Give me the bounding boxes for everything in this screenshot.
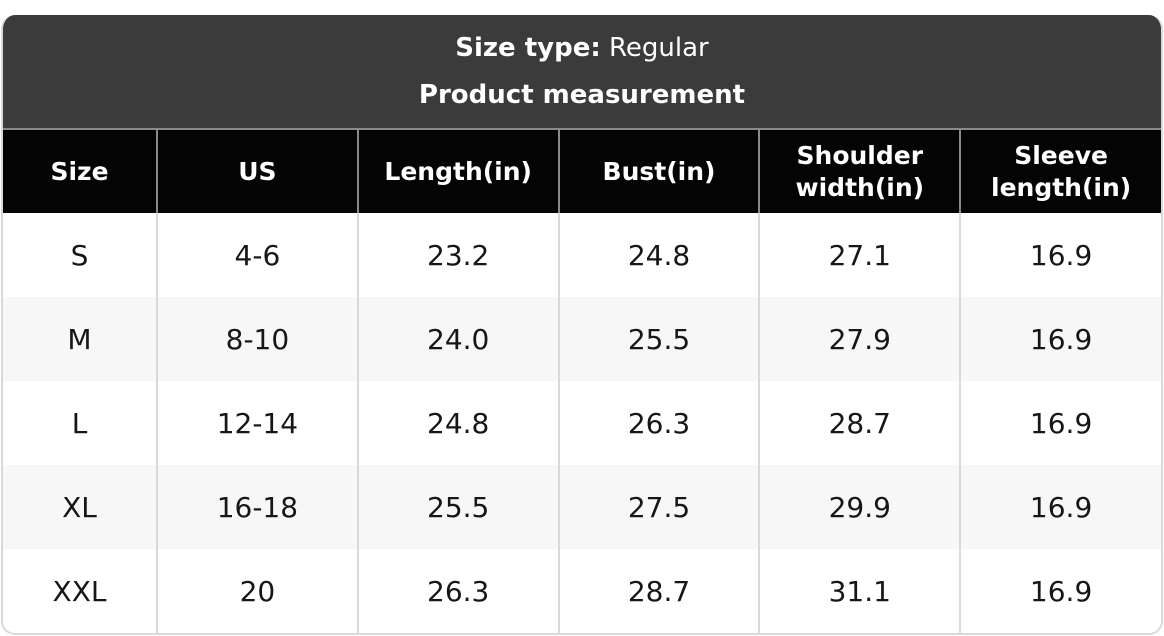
table-cell: 16.9 bbox=[959, 213, 1161, 297]
table-cell: 16.9 bbox=[959, 465, 1161, 549]
size-cell: XL bbox=[3, 465, 157, 549]
chart-header: Size type: Regular Product measurement bbox=[3, 15, 1161, 128]
table-row: XL 16-18 25.5 27.5 29.9 16.9 bbox=[3, 465, 1161, 549]
column-header: Shoulder width(in) bbox=[758, 128, 961, 213]
table-cell: 20 bbox=[156, 549, 358, 633]
measurement-table: Size US Length(in) Bust(in) Shoulder width(i… bbox=[3, 128, 1161, 633]
table-cell: 27.9 bbox=[758, 297, 961, 381]
table-row: M 8-10 24.0 25.5 27.9 16.9 bbox=[3, 297, 1161, 381]
table-cell: 24.0 bbox=[356, 297, 559, 381]
table-cell: 28.7 bbox=[758, 381, 961, 465]
table-cell: 16.9 bbox=[959, 381, 1161, 465]
table-cell: 29.9 bbox=[758, 465, 961, 549]
column-header: US bbox=[156, 128, 358, 213]
table-cell: 28.7 bbox=[557, 549, 760, 633]
table-cell: 26.3 bbox=[557, 381, 760, 465]
table-cell: 8-10 bbox=[156, 297, 358, 381]
size-type-value: Regular bbox=[609, 32, 709, 63]
table-header-row: Size US Length(in) Bust(in) Shoulder width(i… bbox=[3, 128, 1161, 213]
column-header: Length(in) bbox=[356, 128, 559, 213]
table-cell: 16.9 bbox=[959, 549, 1161, 633]
table-cell: 25.5 bbox=[356, 465, 559, 549]
table-cell: 26.3 bbox=[356, 549, 559, 633]
size-type-label: Size type: bbox=[455, 32, 601, 63]
table-cell: 27.1 bbox=[758, 213, 961, 297]
table-cell: 25.5 bbox=[557, 297, 760, 381]
table-row: L 12-14 24.8 26.3 28.7 16.9 bbox=[3, 381, 1161, 465]
table-cell: 27.5 bbox=[557, 465, 760, 549]
table-cell: 31.1 bbox=[758, 549, 961, 633]
column-header: Sleeve length(in) bbox=[959, 128, 1161, 213]
table-row: XXL 20 26.3 28.7 31.1 16.9 bbox=[3, 549, 1161, 633]
size-cell: M bbox=[3, 297, 157, 381]
table-cell: 16-18 bbox=[156, 465, 358, 549]
size-cell: XXL bbox=[3, 549, 157, 633]
size-chart: Size type: Regular Product measurement S… bbox=[1, 15, 1163, 635]
size-cell: L bbox=[3, 381, 157, 465]
table-cell: 12-14 bbox=[156, 381, 358, 465]
table-cell: 23.2 bbox=[356, 213, 559, 297]
column-header: Bust(in) bbox=[557, 128, 760, 213]
table-cell: 4-6 bbox=[156, 213, 358, 297]
table-cell: 24.8 bbox=[557, 213, 760, 297]
column-header: Size bbox=[3, 128, 157, 213]
chart-subtitle: Product measurement bbox=[418, 80, 746, 111]
size-cell: S bbox=[3, 213, 157, 297]
table-cell: 16.9 bbox=[959, 297, 1161, 381]
size-type-line: Size type: Regular bbox=[455, 33, 708, 63]
table-row: S 4-6 23.2 24.8 27.1 16.9 bbox=[3, 213, 1161, 297]
table-cell: 24.8 bbox=[356, 381, 559, 465]
